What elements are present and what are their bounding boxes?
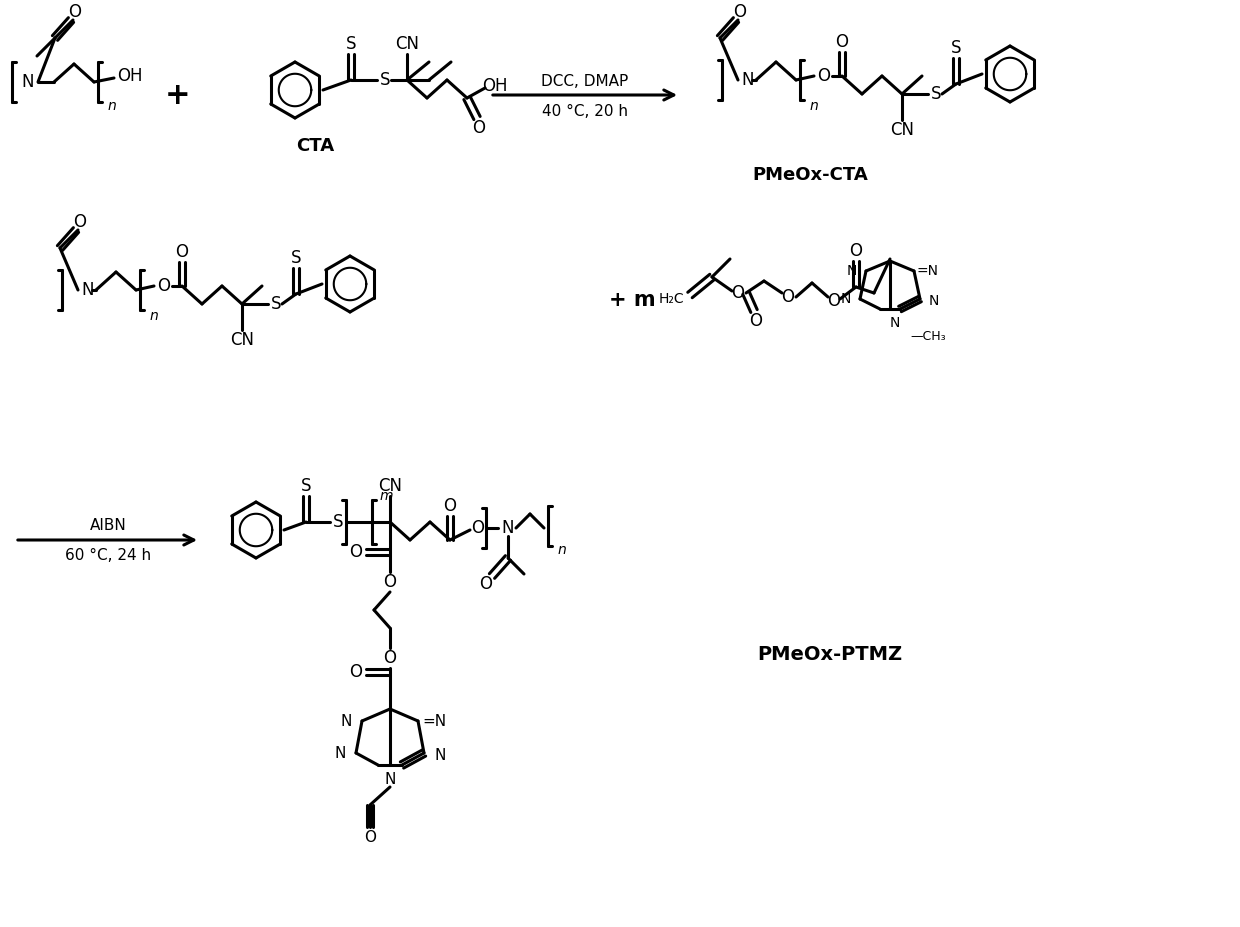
Text: N: N <box>742 71 754 89</box>
Text: S: S <box>290 249 301 267</box>
Text: O: O <box>734 3 746 21</box>
Text: O: O <box>365 830 376 844</box>
Text: N: N <box>434 747 445 763</box>
Text: O: O <box>836 33 848 51</box>
Text: O: O <box>444 497 456 515</box>
Text: n: n <box>810 99 818 113</box>
Text: N: N <box>841 292 851 306</box>
Text: N: N <box>340 714 352 729</box>
Text: n: n <box>558 543 567 557</box>
Text: —CH₃: —CH₃ <box>910 331 946 344</box>
Text: N: N <box>890 316 900 330</box>
Text: O: O <box>157 277 171 295</box>
Text: N: N <box>929 294 939 308</box>
Text: CN: CN <box>890 121 914 139</box>
Text: O: O <box>732 284 744 302</box>
Text: CN: CN <box>378 477 402 495</box>
Text: CN: CN <box>229 331 254 349</box>
Text: + m: + m <box>609 290 655 310</box>
Text: PMeOx-PTMZ: PMeOx-PTMZ <box>758 645 903 665</box>
Text: O: O <box>749 312 763 330</box>
Text: +: + <box>165 81 191 109</box>
Text: N: N <box>335 745 346 760</box>
Text: N: N <box>384 771 396 786</box>
Text: m: m <box>379 489 393 503</box>
Text: AIBN: AIBN <box>89 517 126 532</box>
Text: S: S <box>332 513 343 531</box>
Text: O: O <box>73 213 87 231</box>
Text: OH: OH <box>118 67 143 85</box>
Text: O: O <box>471 519 485 537</box>
Text: N: N <box>82 281 94 299</box>
Text: O: O <box>817 67 831 85</box>
Text: O: O <box>480 575 492 593</box>
Text: n: n <box>108 99 117 113</box>
Text: S: S <box>270 295 281 313</box>
Text: DCC, DMAP: DCC, DMAP <box>542 73 629 88</box>
Text: O: O <box>383 573 397 591</box>
Text: O: O <box>827 292 841 310</box>
Text: O: O <box>68 3 82 21</box>
Text: O: O <box>849 242 863 260</box>
Text: S: S <box>346 35 356 53</box>
Text: H₂C: H₂C <box>658 292 684 306</box>
Text: n: n <box>150 309 159 323</box>
Text: O: O <box>472 119 486 137</box>
Text: S: S <box>931 85 941 103</box>
Text: CTA: CTA <box>296 137 334 155</box>
Text: O: O <box>176 243 188 261</box>
Text: N: N <box>502 519 515 537</box>
Text: N: N <box>847 264 857 278</box>
Text: S: S <box>379 71 391 89</box>
Text: =N: =N <box>918 264 939 278</box>
Text: N: N <box>22 73 35 91</box>
Text: S: S <box>951 39 961 57</box>
Text: S: S <box>301 477 311 495</box>
Text: =N: =N <box>422 714 446 729</box>
Text: 60 °C, 24 h: 60 °C, 24 h <box>64 549 151 564</box>
Text: O: O <box>350 663 362 681</box>
Text: O: O <box>781 288 795 306</box>
Text: O: O <box>383 649 397 667</box>
Text: OH: OH <box>482 77 507 95</box>
Text: PMeOx-CTA: PMeOx-CTA <box>753 166 868 184</box>
Text: O: O <box>350 543 362 561</box>
Text: CN: CN <box>396 35 419 53</box>
Text: 40 °C, 20 h: 40 °C, 20 h <box>542 104 627 119</box>
